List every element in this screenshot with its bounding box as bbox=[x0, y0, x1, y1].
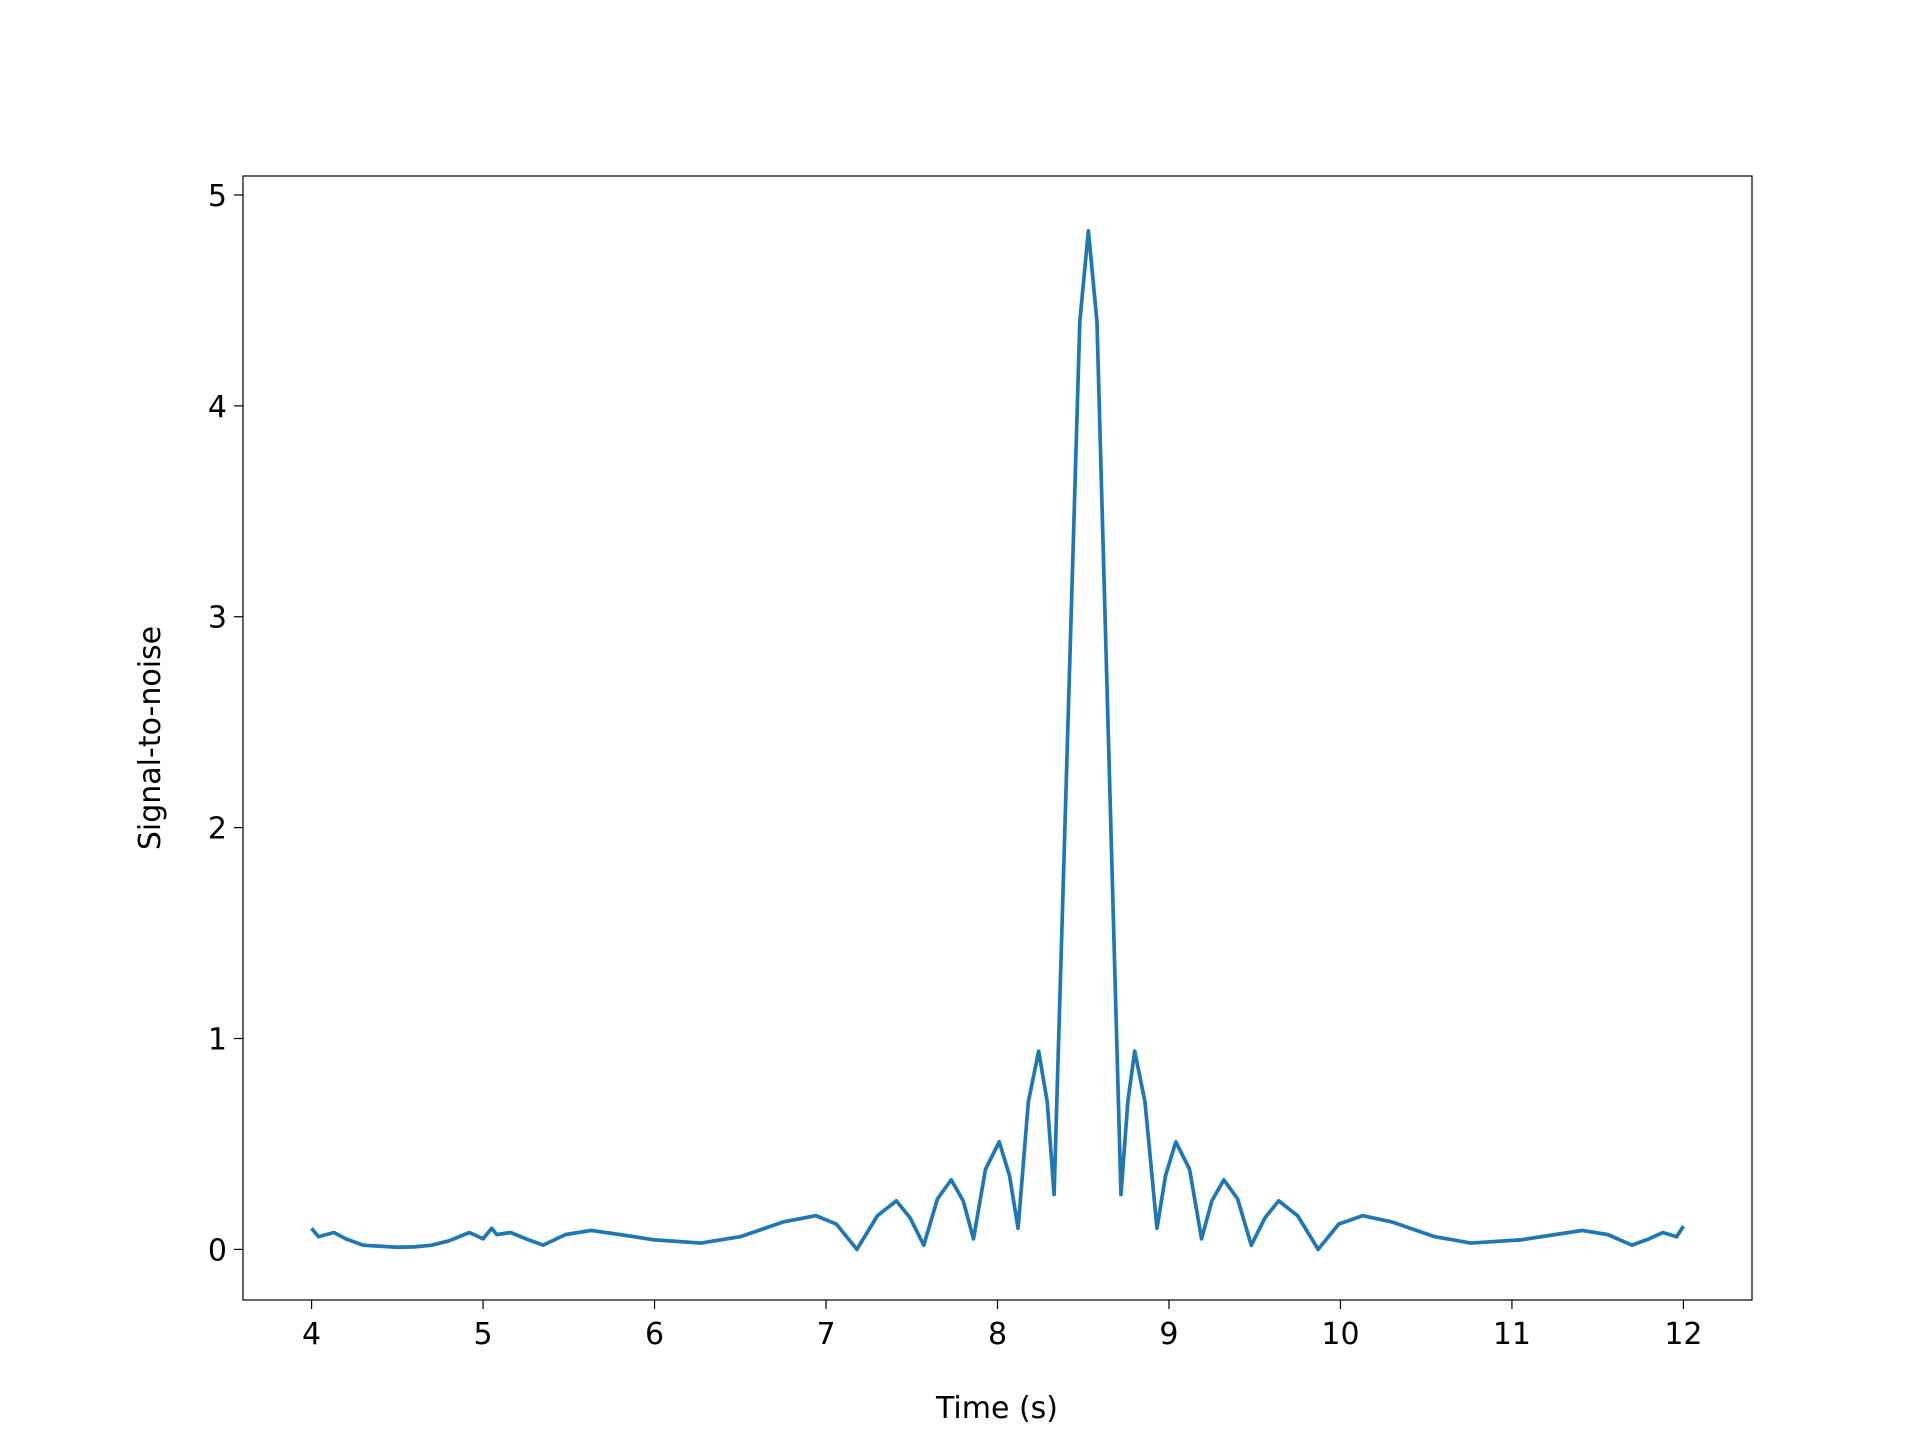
x-tick-label: 6 bbox=[645, 1317, 664, 1352]
x-tick-label: 5 bbox=[474, 1317, 493, 1352]
y-tick-label: 1 bbox=[208, 1023, 227, 1058]
x-tick-label: 12 bbox=[1664, 1317, 1702, 1352]
plot-frame bbox=[242, 175, 1753, 1301]
y-tick-label: 3 bbox=[208, 601, 227, 636]
y-axis-label: Signal-to-noise bbox=[133, 626, 168, 850]
y-tick-label: 4 bbox=[208, 390, 227, 425]
y-tick-label: 2 bbox=[208, 812, 227, 847]
y-tick-label: 0 bbox=[208, 1233, 227, 1268]
x-tick-label: 7 bbox=[816, 1317, 835, 1352]
y-tick-label: 5 bbox=[208, 179, 227, 214]
x-tick-label: 4 bbox=[302, 1317, 321, 1352]
x-tick-label: 8 bbox=[988, 1317, 1007, 1352]
x-tick-label: 10 bbox=[1321, 1317, 1359, 1352]
x-tick-label: 9 bbox=[1159, 1317, 1178, 1352]
data-line bbox=[310, 228, 1685, 1252]
x-tick-label: 11 bbox=[1493, 1317, 1531, 1352]
x-axis-label: Time (s) bbox=[935, 1391, 1058, 1426]
